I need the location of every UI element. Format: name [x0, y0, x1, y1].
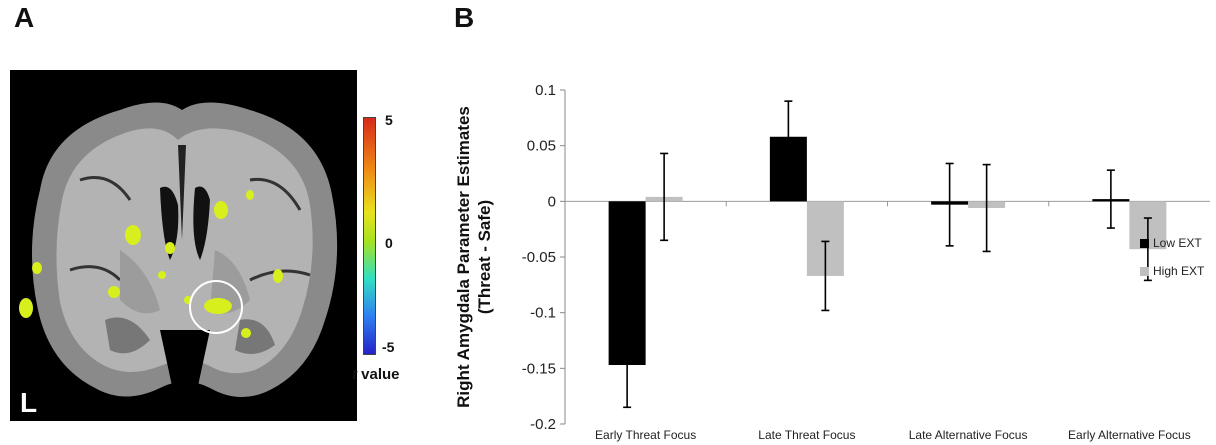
- y-tick-label: 0.05: [527, 138, 556, 155]
- legend-swatch-low-ext: [1140, 238, 1149, 248]
- chart-bars: [608, 100, 1167, 409]
- y-axis-label-line2: (Threat - Safe): [475, 200, 494, 314]
- x-category-label: Early Threat Focus: [595, 428, 696, 442]
- y-tick-label: 0: [548, 193, 556, 210]
- colorbar-title-t: t: [352, 366, 357, 383]
- left-hemisphere-label: L: [20, 387, 38, 418]
- bar-chart: 0.1 0.05 0 -0.05 -0.1 -0.15 -0.2 Early Threat F…: [454, 82, 1210, 442]
- legend-swatch-high-ext: [1140, 266, 1149, 276]
- colorbar-min-label: -5: [382, 339, 395, 355]
- y-tick-label: -0.1: [530, 305, 556, 322]
- x-category-label: Late Alternative Focus: [909, 428, 1028, 442]
- y-tick-label: -0.15: [522, 360, 556, 377]
- x-category-label: Late Threat Focus: [758, 428, 855, 442]
- t-value-colorbar: [363, 117, 376, 355]
- y-tick-label: 0.1: [535, 82, 556, 99]
- x-category-label: Early Alternative Focus: [1068, 428, 1191, 442]
- colorbar-title: t value: [352, 366, 400, 383]
- chart-labels: 0.1 0.05 0 -0.05 -0.1 -0.15 -0.2 Early Threat F…: [454, 82, 1191, 442]
- brain-image: L: [10, 70, 357, 421]
- legend-label-high-ext: High EXT: [1153, 264, 1205, 278]
- y-tick-label: -0.2: [530, 416, 556, 433]
- colorbar-title-rest: value: [357, 366, 400, 383]
- y-tick-label: -0.05: [522, 249, 556, 266]
- legend-item-low-ext: Low EXT: [1140, 236, 1202, 250]
- brain-slice-illustration: [19, 102, 338, 400]
- legend-label-low-ext: Low EXT: [1153, 236, 1202, 250]
- colorbar-mid-label: 0: [385, 235, 393, 251]
- panel-b-letter: B: [454, 2, 475, 33]
- colorbar-max-label: 5: [385, 112, 393, 128]
- chart-axes: [560, 89, 1210, 425]
- legend-item-high-ext: High EXT: [1140, 264, 1204, 278]
- y-axis-label-line1: Right Amygdala Parameter Estimates: [454, 106, 473, 408]
- panel-a-letter: A: [14, 2, 35, 33]
